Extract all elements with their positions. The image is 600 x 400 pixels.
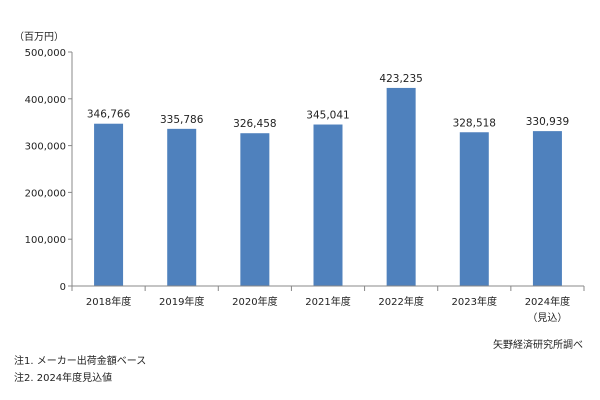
y-tick-label: 500,000 — [25, 48, 66, 59]
bars-group: 346,766 335,786 326,458 345,041 423,235 328,5… — [87, 73, 569, 287]
note-2: 注2. 2024年度見込値 — [14, 373, 113, 384]
data-label: 346,766 — [87, 109, 131, 121]
x-tick-label: 2018年度 — [86, 295, 131, 308]
bar — [459, 132, 489, 286]
bar — [167, 128, 197, 286]
x-tick-label: 2024年度 — [525, 295, 570, 308]
y-unit-label: （百万円） — [14, 31, 64, 43]
y-tick-label: 300,000 — [25, 142, 66, 153]
source-label: 矢野経済研究所調べ — [493, 340, 583, 351]
bar — [240, 133, 270, 286]
y-tick-label: 0 — [60, 282, 66, 293]
data-label: 423,235 — [379, 73, 422, 85]
x-tick-label: 2019年度 — [159, 295, 204, 308]
data-label: 326,458 — [233, 118, 276, 130]
data-label: 328,518 — [453, 117, 496, 129]
x-tick-label: 2020年度 — [232, 295, 277, 308]
x-tick-sublabel: （見込） — [527, 312, 567, 324]
y-tick-label: 200,000 — [25, 188, 66, 199]
x-axis: 2018年度 2019年度 2020年度 2021年度 2022年度 2023年度 2024… — [71, 285, 585, 324]
y-axis: 0 100,000 200,000 300,000 400,000 500,000 — [25, 48, 73, 293]
bar — [94, 123, 124, 287]
bar — [532, 131, 562, 286]
data-label: 335,786 — [160, 114, 204, 126]
x-tick-label: 2022年度 — [378, 295, 423, 308]
bar — [313, 124, 343, 286]
y-tick-label: 100,000 — [25, 235, 66, 246]
data-label: 330,939 — [526, 116, 569, 128]
y-tick-label: 400,000 — [25, 95, 66, 106]
note-1: 注1. メーカー出荷金額ベース — [14, 356, 147, 367]
bar — [386, 87, 416, 286]
data-label: 345,041 — [306, 110, 349, 122]
x-tick-label: 2023年度 — [452, 295, 497, 308]
x-tick-label: 2021年度 — [305, 295, 350, 308]
